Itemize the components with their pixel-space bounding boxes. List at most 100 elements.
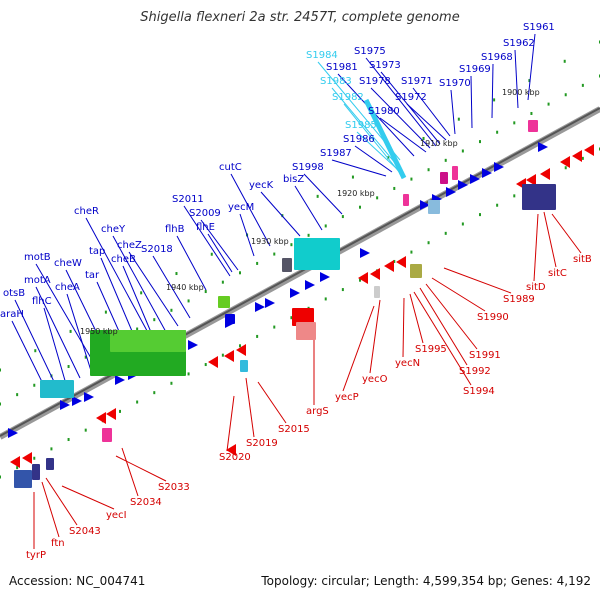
label-leader-line (443, 267, 512, 294)
outer-track-dash (210, 252, 213, 256)
outer-track-dash (0, 368, 1, 372)
accession-text: Accession: NC_004741 (9, 574, 146, 588)
pink-gene-block (296, 322, 316, 340)
gene-label: S1987 (320, 148, 352, 159)
label-leader-line (533, 213, 539, 282)
label-leader-line (41, 481, 60, 538)
upper-track-dash (153, 318, 156, 322)
lower-track-dash (581, 156, 584, 160)
lower-track-dash (119, 409, 121, 413)
lower-track-dash (16, 466, 19, 470)
upper-track-dash (376, 196, 379, 200)
forward-gene-arrow (60, 400, 70, 410)
gene-label: yecK (249, 180, 274, 191)
upper-track-dash (461, 149, 464, 153)
gene-label: cheR (74, 206, 99, 217)
forward-gene-arrow (115, 375, 125, 385)
gene-label: yecN (395, 358, 420, 369)
label-leader-line (365, 57, 437, 147)
outer-track-dash (457, 117, 460, 121)
gene-label: S1998 (292, 162, 324, 173)
upper-track-dash (256, 261, 259, 265)
forward-gene-arrow (8, 428, 18, 438)
reverse-gene-arrow (208, 356, 218, 368)
gene-label: argS (306, 406, 329, 417)
label-leader-line (226, 395, 235, 452)
outer-track-dash (34, 349, 37, 353)
reverse-gene-arrow (236, 344, 246, 356)
label-leader-line (121, 447, 139, 497)
forward-gene-arrow (482, 168, 492, 178)
lower-track-dash (204, 363, 207, 367)
red-gene-block (292, 308, 314, 326)
gene-label: flhB (165, 224, 185, 235)
lower-track-dash (496, 203, 499, 207)
label-leader-line (470, 75, 473, 129)
upper-track-dash (290, 243, 293, 247)
lower-track-dash (0, 475, 1, 479)
label-leader-line (369, 299, 381, 374)
gene-label: cheY (101, 224, 126, 235)
reverse-gene-arrow (560, 156, 570, 168)
gene-label: S2018 (141, 244, 173, 255)
upper-track-dash (239, 271, 241, 275)
forward-gene-arrow (538, 142, 548, 152)
lower-track-dash (239, 344, 241, 348)
upper-track-dash (496, 130, 499, 134)
gene-label: tyrP (26, 550, 46, 561)
upper-track-dash (393, 186, 396, 190)
label-leader-line (176, 235, 207, 291)
upper-track-dash (581, 83, 584, 87)
outer-track-dash (140, 291, 143, 295)
label-leader-line (409, 293, 424, 344)
label-leader-line (14, 299, 59, 391)
upper-track-dash (187, 299, 190, 303)
gene-label: S1982 (332, 92, 364, 103)
label-leader-line (331, 159, 387, 177)
gene-label: S1975 (354, 46, 386, 57)
lower-track-dash (513, 194, 516, 198)
lower-track-dash (324, 297, 327, 301)
label-leader-line (431, 277, 486, 312)
gene-label: S1962 (503, 38, 535, 49)
label-leader-line (200, 219, 239, 271)
gene-label: S1989 (503, 294, 535, 305)
gene-label: S1961 (523, 22, 555, 33)
lower-track-dash (427, 241, 430, 245)
label-leader-line (152, 255, 191, 319)
gene-label: cutC (219, 162, 242, 173)
navy-gene-block (46, 458, 54, 470)
gene-label: S1969 (459, 64, 491, 75)
reverse-gene-arrow (358, 272, 368, 284)
label-leader-line (183, 205, 231, 277)
label-leader-line (303, 173, 343, 215)
lower-track-dash (341, 288, 344, 292)
label-leader-line (61, 485, 115, 510)
reverse-gene-arrow (226, 444, 236, 456)
gene-label: yecI (106, 510, 127, 521)
label-leader-line (115, 455, 167, 482)
gene-label: ftn (51, 538, 65, 549)
forward-gene-arrow (255, 302, 265, 312)
gene-label: S2015 (278, 424, 310, 435)
gene-label: sitC (548, 268, 567, 279)
reverse-gene-arrow (384, 260, 394, 272)
tick-label: 1940 kbp (166, 283, 204, 292)
gene-label: S1985 (345, 120, 377, 131)
label-leader-line (245, 377, 255, 438)
lower-track-dash (153, 391, 156, 395)
gene-label: S2019 (246, 438, 278, 449)
green-gene-cluster (110, 330, 186, 352)
gene-label: S2020 (219, 452, 251, 463)
gene-label: S1972 (395, 92, 427, 103)
gene-label: S1973 (369, 60, 401, 71)
forward-gene-arrow (420, 200, 430, 210)
outer-track-dash (351, 175, 354, 179)
gene-label: tap (89, 246, 105, 257)
lower-track-dash (273, 325, 276, 329)
gene-label: cheB (111, 254, 136, 265)
upper-track-dash (273, 252, 276, 256)
label-leader-line (354, 145, 393, 173)
grey-gene-block (374, 286, 380, 298)
label-leader-line (85, 217, 153, 341)
